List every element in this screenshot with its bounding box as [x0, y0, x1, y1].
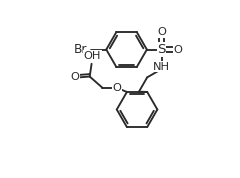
Text: NH: NH [153, 62, 170, 72]
Text: O: O [157, 27, 166, 37]
Text: OH: OH [84, 51, 101, 61]
Text: Br: Br [74, 43, 88, 56]
Text: O: O [70, 72, 79, 82]
Text: O: O [174, 44, 182, 54]
Text: S: S [157, 43, 166, 56]
Text: O: O [112, 83, 121, 93]
